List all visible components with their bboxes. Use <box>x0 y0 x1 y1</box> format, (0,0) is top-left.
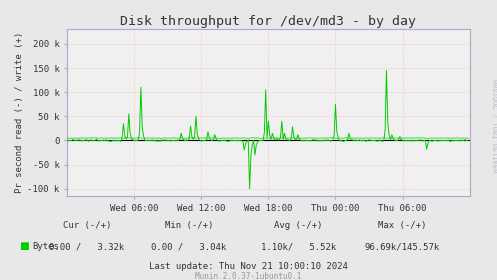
Text: Min (-/+): Min (-/+) <box>165 221 213 230</box>
Text: Cur (-/+): Cur (-/+) <box>63 221 111 230</box>
Y-axis label: Pr second read (-) / write (+): Pr second read (-) / write (+) <box>15 32 24 193</box>
Title: Disk throughput for /dev/md3 - by day: Disk throughput for /dev/md3 - by day <box>120 15 416 28</box>
Text: Last update: Thu Nov 21 10:00:10 2024: Last update: Thu Nov 21 10:00:10 2024 <box>149 262 348 271</box>
Text: RRDTOOL / TOBI OETIKER: RRDTOOL / TOBI OETIKER <box>491 79 497 173</box>
Text: ■: ■ <box>19 241 29 251</box>
Text: 1.10k/   5.52k: 1.10k/ 5.52k <box>260 242 336 251</box>
Text: Munin 2.0.37-1ubuntu0.1: Munin 2.0.37-1ubuntu0.1 <box>195 272 302 280</box>
Text: 0.00 /   3.32k: 0.00 / 3.32k <box>49 242 125 251</box>
Text: 0.00 /   3.04k: 0.00 / 3.04k <box>151 242 227 251</box>
Text: 96.69k/145.57k: 96.69k/145.57k <box>365 242 440 251</box>
Text: Max (-/+): Max (-/+) <box>378 221 427 230</box>
Text: Avg (-/+): Avg (-/+) <box>274 221 323 230</box>
Text: Bytes: Bytes <box>32 242 59 251</box>
